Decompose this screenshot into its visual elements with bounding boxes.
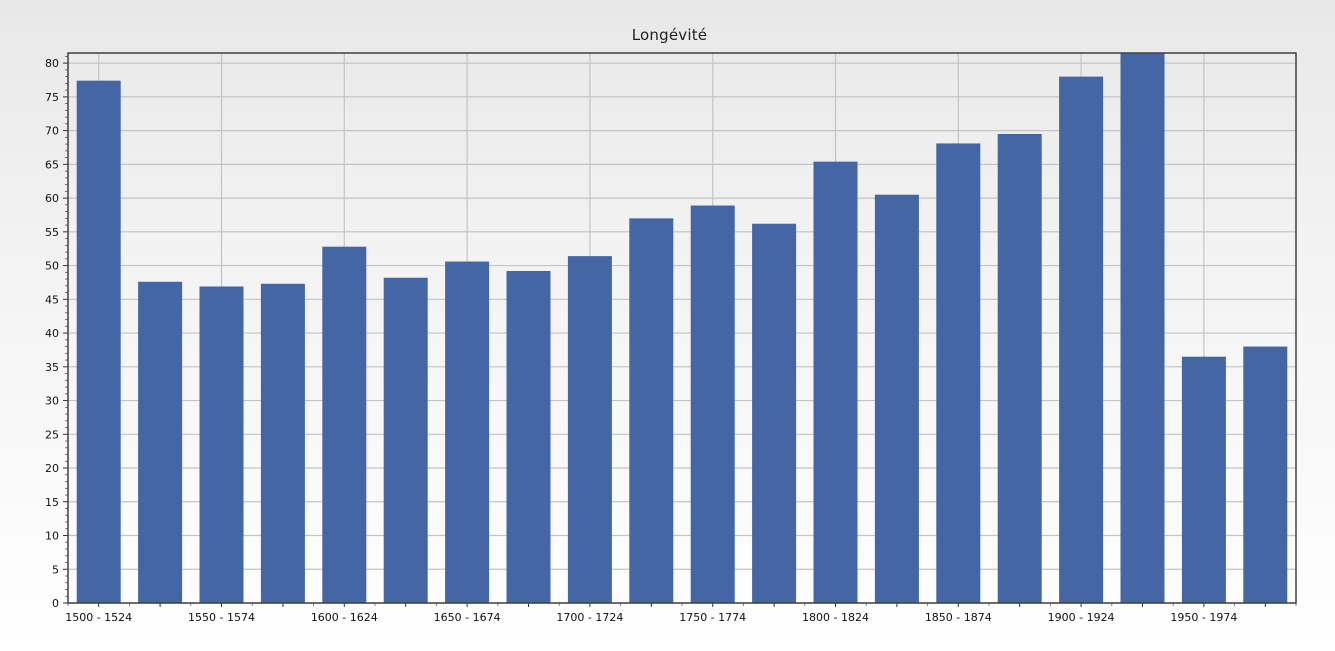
bar [1059,76,1104,603]
bar [445,261,490,603]
bar-layer [76,53,1288,604]
x-tick-label: 1900 - 1924 [1048,611,1115,624]
y-tick-label: 0 [52,597,59,610]
bar [1181,356,1226,603]
bar [76,80,121,604]
y-tick-label: 65 [45,158,59,171]
y-tick-label: 50 [45,260,59,273]
y-tick-label: 10 [45,530,59,543]
y-tick-label: 55 [45,226,59,239]
bar [1243,346,1288,603]
x-tick-label: 1500 - 1524 [65,611,132,624]
bar [138,281,183,603]
bar [629,218,674,604]
x-tick-label: 1750 - 1774 [679,611,746,624]
y-tick-label: 30 [45,395,59,408]
y-tick-label: 20 [45,462,59,475]
y-tick-label: 45 [45,293,59,306]
y-tick-label: 75 [45,91,59,104]
y-tick-label: 60 [45,192,59,205]
grid-layer [68,53,1296,604]
y-tick-label: 80 [45,57,59,70]
y-tick-label: 5 [52,563,59,576]
bar [690,205,735,604]
y-tick-label: 15 [45,496,59,509]
bar [813,161,858,603]
bar [260,283,305,603]
y-tick-label: 35 [45,361,59,374]
axis-layer: 0 5 10 15 20 25 30 35 40 45 50 55 60 65 70 75 80 1500 - 1… [45,52,1297,624]
plot-border [67,52,1297,604]
bar [874,194,919,604]
y-tick-label: 70 [45,125,59,138]
x-tick-label: 1700 - 1724 [556,611,623,624]
y-tick-label: 40 [45,327,59,340]
x-tick-label: 1600 - 1624 [311,611,378,624]
bar [322,246,367,604]
bar [506,270,551,603]
bar [383,277,428,603]
bar [1120,53,1165,603]
bar [199,286,244,603]
x-tick-label: 1800 - 1824 [802,611,869,624]
x-tick-label: 1650 - 1674 [434,611,501,624]
x-tick-label: 1850 - 1874 [925,611,992,624]
x-tick-label: 1950 - 1974 [1170,611,1237,624]
bar [997,133,1042,603]
chart-title: Longévité [631,26,708,44]
bar [936,143,981,603]
y-tick-label: 25 [45,428,59,441]
plot-area [68,53,1296,603]
bar [567,256,612,603]
bar [752,223,797,603]
x-tick-label: 1550 - 1574 [188,611,255,624]
